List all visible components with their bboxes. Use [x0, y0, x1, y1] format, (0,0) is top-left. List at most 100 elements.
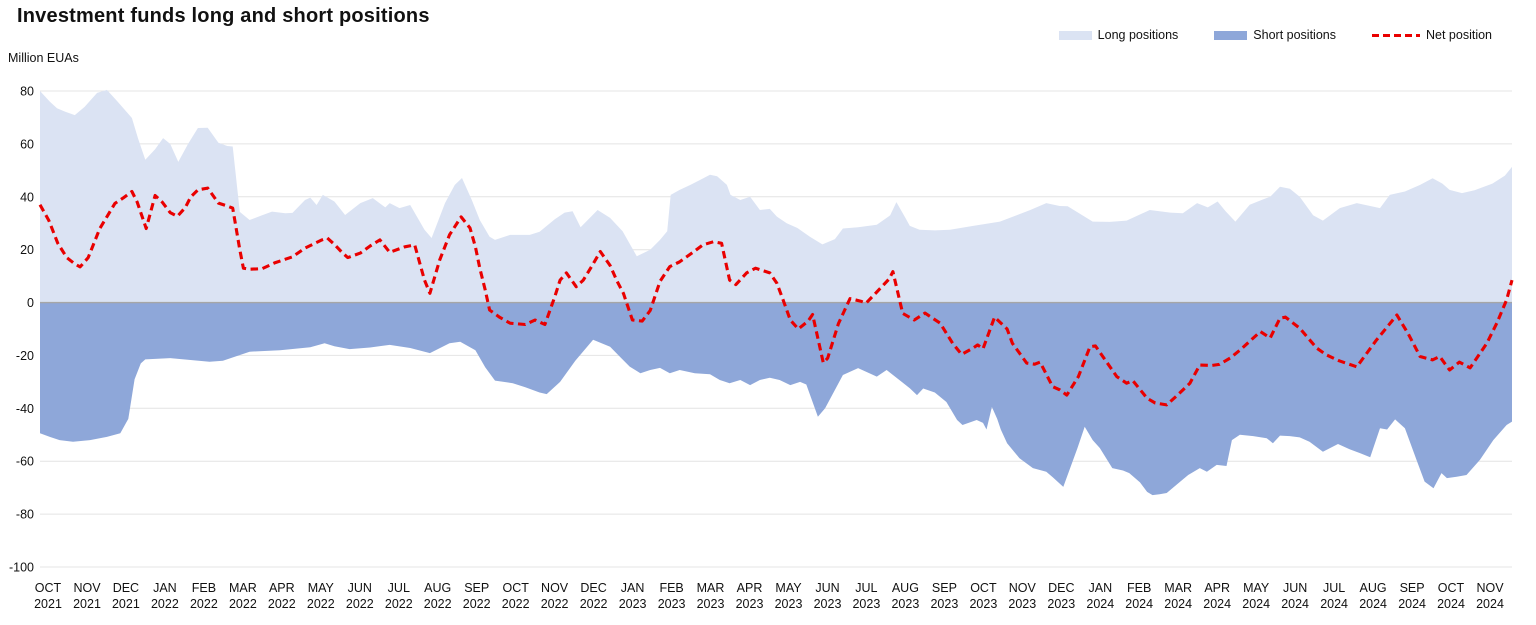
x-axis-year-label: 2024	[1125, 597, 1153, 611]
x-axis-month-label: NOV	[1009, 581, 1037, 595]
x-axis-year-label: 2024	[1398, 597, 1426, 611]
x-axis-month-label: JUL	[1323, 581, 1345, 595]
x-axis-year-label: 2023	[930, 597, 958, 611]
y-axis-tick: -80	[16, 508, 34, 522]
x-axis-year-label: 2022	[385, 597, 413, 611]
x-axis-month-label: APR	[737, 581, 763, 595]
x-axis-year-label: 2021	[34, 597, 62, 611]
y-axis-tick: 40	[20, 190, 34, 204]
x-axis-year-label: 2023	[619, 597, 647, 611]
x-axis-month-label: MAR	[229, 581, 257, 595]
x-axis-year-label: 2023	[658, 597, 686, 611]
chart-title: Investment funds long and short position…	[17, 5, 430, 27]
x-axis-month-label: JAN	[1088, 581, 1112, 595]
long-positions-area	[40, 89, 1512, 303]
x-axis-month-label: MAY	[308, 581, 335, 595]
y-axis-tick: 60	[20, 137, 34, 151]
x-axis-year-label: 2024	[1203, 597, 1231, 611]
x-axis-year-label: 2024	[1437, 597, 1465, 611]
x-axis-year-label: 2022	[502, 597, 530, 611]
x-axis-month-label: JUL	[388, 581, 410, 595]
x-axis-month-label: JUL	[855, 581, 877, 595]
x-axis-year-label: 2024	[1164, 597, 1192, 611]
x-axis-year-label: 2022	[580, 597, 608, 611]
y-axis-unit-label: Million EUAs	[8, 51, 79, 65]
x-axis-year-label: 2021	[112, 597, 140, 611]
y-axis-tick: -60	[16, 455, 34, 469]
x-axis-year-label: 2022	[346, 597, 374, 611]
x-axis-year-label: 2024	[1086, 597, 1114, 611]
x-axis-month-label: APR	[269, 581, 295, 595]
x-axis-year-label: 2024	[1359, 597, 1387, 611]
legend-item-short-positions: Short positions	[1214, 28, 1336, 42]
x-axis-month-label: OCT	[503, 581, 530, 595]
x-axis-year-label: 2024	[1320, 597, 1348, 611]
x-axis-month-label: AUG	[892, 581, 919, 595]
y-axis-tick: 80	[20, 85, 34, 99]
x-axis-month-label: OCT	[970, 581, 997, 595]
x-axis-month-label: NOV	[1476, 581, 1504, 595]
y-axis-tick: -20	[16, 349, 34, 363]
x-axis-year-label: 2023	[891, 597, 919, 611]
legend-item-long-positions: Long positions	[1058, 28, 1179, 42]
x-axis-month-label: APR	[1204, 581, 1230, 595]
x-axis-month-label: JUN	[348, 581, 372, 595]
x-axis-month-label: JAN	[621, 581, 645, 595]
x-axis-year-label: 2023	[1008, 597, 1036, 611]
x-axis-month-label: MAR	[1164, 581, 1192, 595]
x-axis-month-label: JUN	[815, 581, 839, 595]
x-axis-month-label: AUG	[424, 581, 451, 595]
x-axis-year-label: 2022	[463, 597, 491, 611]
x-axis-year-label: 2023	[1047, 597, 1075, 611]
x-axis-month-label: DEC	[1048, 581, 1074, 595]
x-axis-month-label: AUG	[1360, 581, 1387, 595]
x-axis-month-label: SEP	[464, 581, 489, 595]
legend-item-net-position: Net position	[1371, 28, 1492, 42]
x-axis-month-label: JAN	[153, 581, 177, 595]
legend: Long positions Short positions Net posit…	[1058, 28, 1492, 42]
x-axis-year-label: 2023	[775, 597, 803, 611]
long-positions-swatch	[1058, 30, 1092, 40]
y-axis-tick: 0	[27, 296, 34, 310]
x-axis-year-label: 2022	[307, 597, 335, 611]
x-axis-month-label: OCT	[35, 581, 62, 595]
y-axis-tick: 20	[20, 243, 34, 257]
x-axis-year-label: 2022	[424, 597, 452, 611]
x-axis-month-label: MAY	[1243, 581, 1270, 595]
legend-label-net-position: Net position	[1425, 28, 1492, 42]
x-axis-month-label: DEC	[580, 581, 606, 595]
x-axis-year-label: 2022	[190, 597, 218, 611]
x-axis-month-label: DEC	[113, 581, 139, 595]
short-positions-area	[40, 302, 1512, 496]
x-axis-month-label: NOV	[73, 581, 101, 595]
y-axis-tick: -40	[16, 402, 34, 416]
x-axis-month-label: FEB	[1127, 581, 1151, 595]
x-axis-year-label: 2023	[736, 597, 764, 611]
x-axis-month-label: NOV	[541, 581, 569, 595]
x-axis-month-label: FEB	[659, 581, 683, 595]
x-axis-year-label: 2021	[73, 597, 101, 611]
legend-label-long-positions: Long positions	[1097, 28, 1179, 42]
x-axis-month-label: MAY	[775, 581, 802, 595]
net-position-dashed-swatch	[1371, 33, 1420, 37]
x-axis-month-label: OCT	[1438, 581, 1465, 595]
x-axis-month-label: SEP	[1400, 581, 1425, 595]
legend-label-short-positions: Short positions	[1253, 28, 1336, 42]
x-axis-year-label: 2024	[1476, 597, 1504, 611]
x-axis-month-label: MAR	[697, 581, 725, 595]
x-axis-year-label: 2022	[229, 597, 257, 611]
x-axis-year-label: 2023	[697, 597, 725, 611]
x-axis-year-label: 2023	[814, 597, 842, 611]
x-axis-year-label: 2022	[151, 597, 179, 611]
x-axis-year-label: 2023	[969, 597, 997, 611]
x-axis-year-label: 2022	[268, 597, 296, 611]
y-axis-tick: -100	[9, 561, 34, 575]
x-axis-month-label: FEB	[192, 581, 216, 595]
x-axis-year-label: 2023	[852, 597, 880, 611]
x-axis-year-label: 2024	[1242, 597, 1270, 611]
x-axis-month-label: SEP	[932, 581, 957, 595]
x-axis-year-label: 2024	[1281, 597, 1309, 611]
short-positions-swatch	[1214, 30, 1248, 40]
